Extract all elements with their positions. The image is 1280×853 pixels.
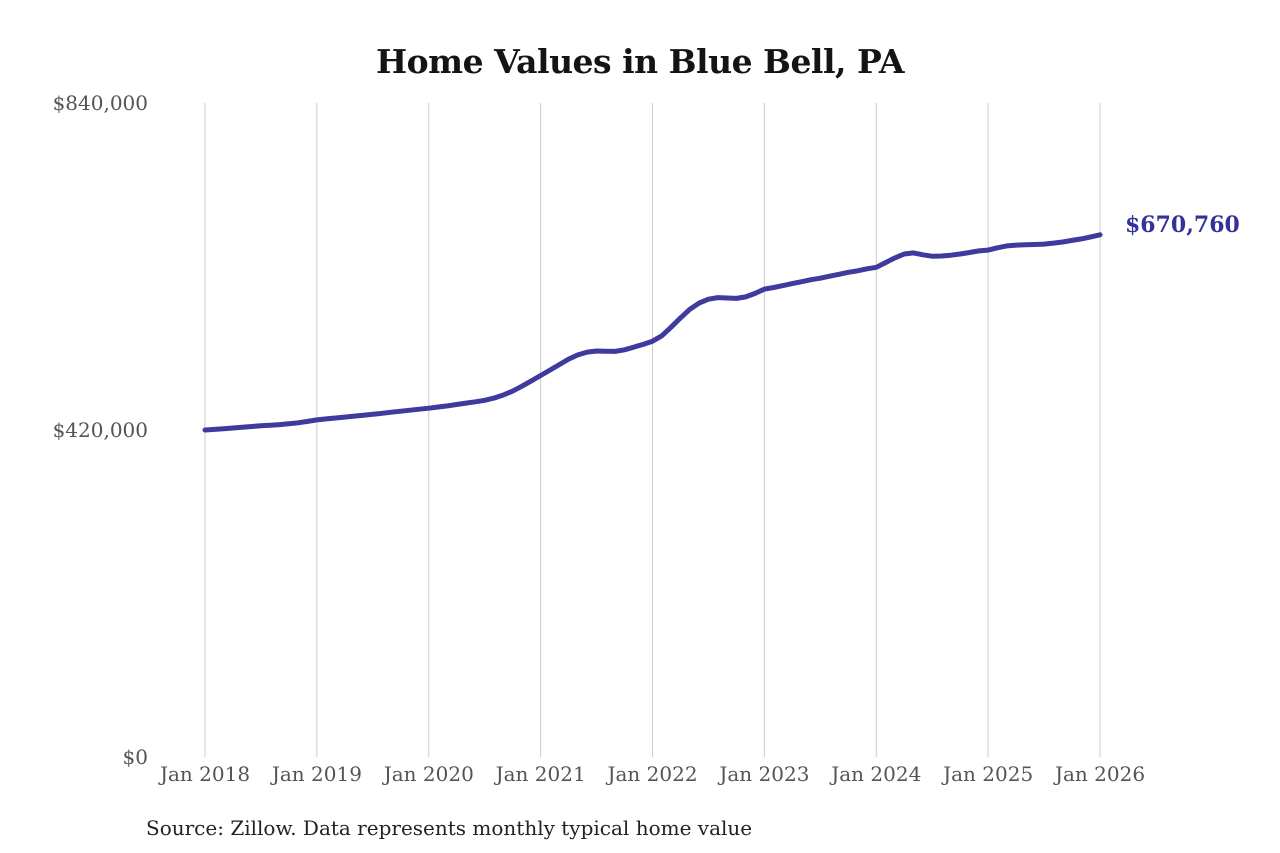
y-tick-label: $0 — [122, 745, 148, 769]
x-axis-tick-jan-2023: Jan 2023 — [719, 762, 810, 786]
x-axis-tick-jan-2024: Jan 2024 — [831, 762, 922, 786]
x-axis-tick-jan-2025: Jan 2025 — [943, 762, 1034, 786]
y-axis-tick-0: $0 — [0, 745, 148, 769]
source-attribution: Source: Zillow. Data represents monthly … — [146, 816, 753, 840]
y-axis-tick-420000: $420,000 — [0, 418, 148, 442]
x-axis-tick-jan-2026: Jan 2026 — [1054, 762, 1146, 786]
gridlines — [204, 103, 1101, 757]
chart-title: Home Values in Blue Bell, PA — [375, 42, 905, 81]
y-axis-tick-840000: $840,000 — [0, 91, 148, 115]
latest-value-label: $670,760 — [1125, 212, 1240, 238]
x-axis-tick-jan-2019: Jan 2019 — [271, 762, 362, 786]
y-tick-label: $840,000 — [52, 91, 148, 115]
x-axis-tick-jan-2020: Jan 2020 — [383, 762, 474, 786]
y-tick-label: $420,000 — [52, 418, 148, 442]
x-axis-tick-jan-2022: Jan 2022 — [607, 762, 698, 786]
x-axis-tick-jan-2021: Jan 2021 — [495, 762, 586, 786]
home-value-line — [202, 232, 1103, 433]
x-axis-tick-jan-2018: Jan 2018 — [159, 762, 251, 786]
